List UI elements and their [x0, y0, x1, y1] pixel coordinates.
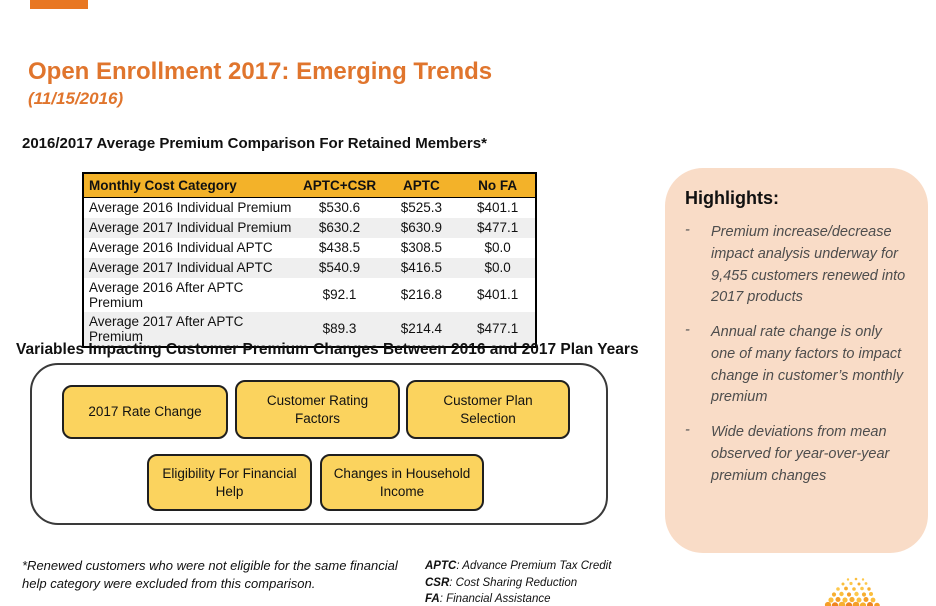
- highlights-heading: Highlights:: [685, 188, 779, 208]
- top-accent-bar: [30, 0, 88, 9]
- slide-title: Open Enrollment 2017: Emerging Trends: [28, 58, 493, 85]
- table-row: Average 2016 Individual Premium $530.6 $…: [83, 197, 536, 218]
- variable-box-rating-factors: Customer Rating Factors: [235, 380, 400, 439]
- variable-box-household-income: Changes in Household Income: [320, 454, 484, 511]
- table-row: Average 2017 Individual Premium $630.2 $…: [83, 217, 536, 238]
- col-header-no-fa: No FA: [460, 173, 536, 198]
- premium-comparison-table: Monthly Cost Category APTC+CSR APTC No F…: [82, 172, 537, 348]
- dots-cluster-logo-icon: [824, 577, 880, 606]
- abbreviation-item: FA: Financial Assistance: [425, 593, 551, 606]
- variables-diagram-heading: Variables Impacting Customer Premium Cha…: [16, 341, 639, 358]
- abbreviation-item: CSR: Cost Sharing Reduction: [425, 576, 578, 589]
- variable-box-financial-help: Eligibility For Financial Help: [147, 454, 312, 511]
- highlight-bullet: Annual rate change is only one of many f…: [685, 322, 906, 409]
- table-header-row: Monthly Cost Category APTC+CSR APTC No F…: [83, 173, 536, 198]
- abbreviation-item: APTC: Advance Premium Tax Credit: [425, 560, 612, 572]
- asterisk-footnote: *Renewed customers who were not eligible…: [22, 558, 398, 592]
- premium-table-heading: 2016/2017 Average Premium Comparison For…: [22, 135, 487, 152]
- bullet-dash: [685, 422, 711, 487]
- variable-box-plan-selection: Customer Plan Selection: [406, 380, 570, 439]
- col-header-aptc: APTC: [382, 173, 461, 198]
- variable-box-rate-change: 2017 Rate Change: [62, 385, 228, 439]
- variables-diagram-container: 2017 Rate Change Customer Rating Factors…: [30, 363, 608, 525]
- abbreviation-legend: APTC: Advance Premium Tax Credit CSR: Co…: [425, 558, 611, 606]
- table-row: Average 2016 After APTC Premium $92.1 $2…: [83, 277, 536, 312]
- highlight-bullet: Premium increase/decrease impact analysi…: [685, 222, 906, 309]
- table-row: Average 2017 Individual APTC $540.9 $416…: [83, 257, 536, 278]
- bullet-dash: [685, 222, 711, 309]
- highlights-panel: Highlights: Premium increase/decrease im…: [665, 168, 928, 553]
- table-row: Average 2017 After APTC Premium $89.3 $2…: [83, 311, 536, 347]
- col-header-category: Monthly Cost Category: [83, 173, 297, 198]
- bullet-dash: [685, 322, 711, 409]
- slide-date: (11/15/2016): [28, 89, 124, 108]
- table-row: Average 2016 Individual APTC $438.5 $308…: [83, 237, 536, 258]
- col-header-aptc-csr: APTC+CSR: [296, 173, 383, 198]
- highlight-bullet: Wide deviations from mean observed for y…: [685, 422, 906, 487]
